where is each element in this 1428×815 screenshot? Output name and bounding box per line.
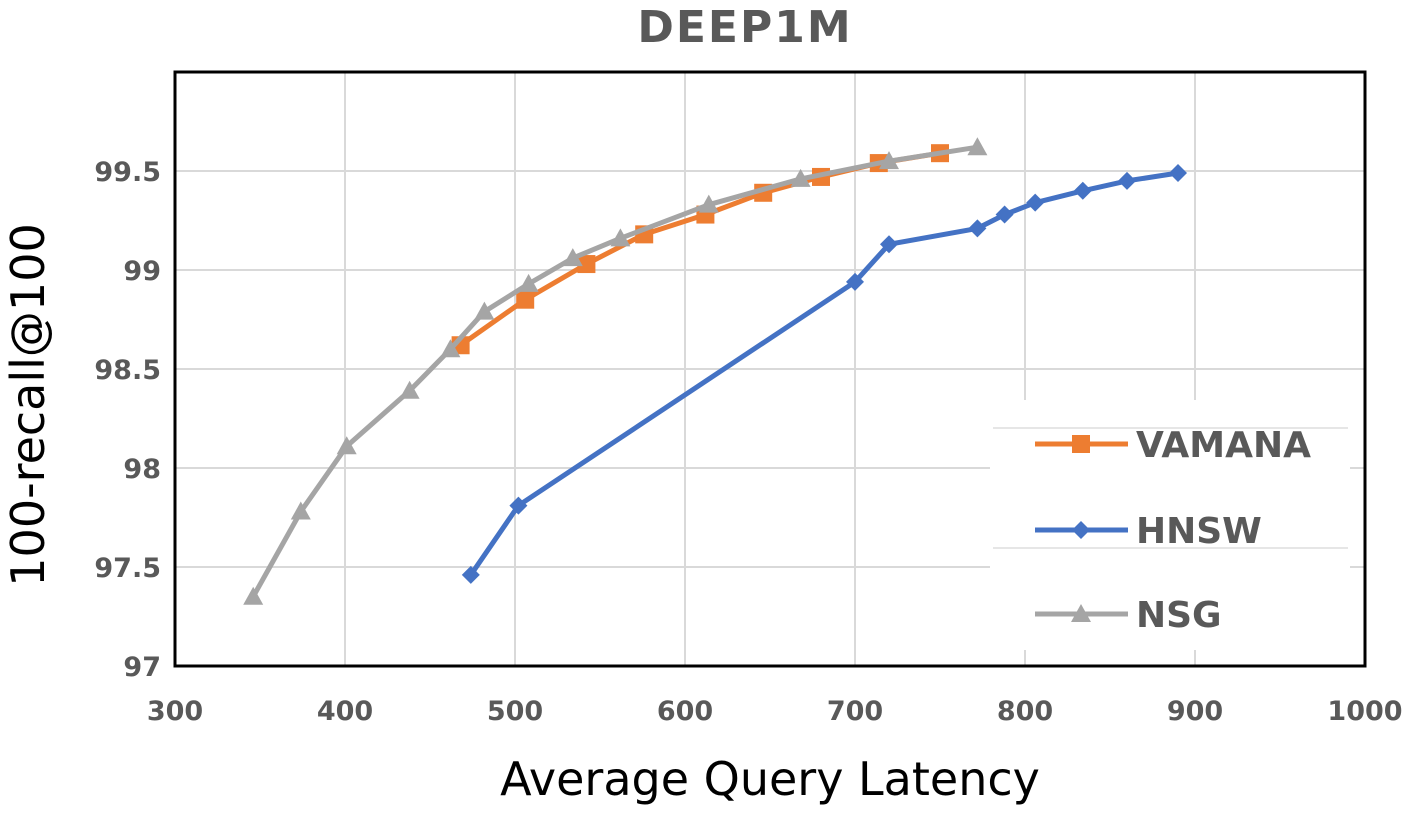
y-tick-label: 98.5 (94, 355, 161, 386)
data-point-nsg (879, 151, 899, 170)
data-point-nsg (698, 194, 719, 213)
series-line-hnsw (468, 170, 1179, 577)
legend-item-nsg: NSG (1035, 595, 1222, 636)
x-ticks: 300 400 500 600 700 800 900 1000 (147, 696, 1403, 727)
series-nsg (243, 137, 988, 605)
data-point-hnsw (1118, 171, 1136, 190)
data-point-hnsw (509, 496, 528, 515)
y-axis-label: 100-recall@100 (1, 223, 55, 586)
x-tick-label: 500 (487, 696, 543, 727)
data-point-hnsw (1073, 181, 1092, 200)
data-point-nsg (290, 501, 311, 520)
x-tick-label: 300 (147, 696, 203, 727)
legend: VAMANA HNSW NSG (990, 400, 1350, 650)
data-point-nsg (610, 228, 631, 247)
data-point-hnsw (1169, 163, 1187, 182)
data-point-hnsw (846, 272, 864, 291)
x-tick-label: 400 (317, 696, 373, 727)
data-point-nsg (562, 248, 583, 267)
data-point-hnsw (1026, 193, 1045, 212)
chart-title: DEEP1M (637, 2, 852, 53)
data-point-nsg (790, 168, 811, 187)
legend-label-vamana: VAMANA (1136, 425, 1311, 466)
legend-marker-vamana (1072, 435, 1090, 453)
data-point-nsg (967, 137, 988, 156)
series-layer (243, 137, 1187, 605)
x-tick-label: 1000 (1327, 696, 1402, 727)
data-point-vamana (577, 255, 596, 274)
y-tick-label: 99 (123, 256, 161, 287)
data-point-nsg (440, 339, 461, 358)
legend-label-hnsw: HNSW (1136, 511, 1262, 552)
series-line-nsg (251, 144, 978, 598)
series-hnsw (461, 163, 1187, 584)
data-point-nsg (474, 301, 495, 320)
x-tick-label: 900 (1167, 696, 1223, 727)
data-point-nsg (399, 380, 420, 399)
data-point-vamana (516, 290, 535, 309)
x-axis-label: Average Query Latency (500, 752, 1040, 806)
y-tick-label: 97.5 (94, 553, 161, 584)
plot-area-border (173, 70, 1367, 668)
data-point-hnsw (461, 565, 480, 584)
x-tick-label: 600 (657, 696, 713, 727)
legend-item-hnsw: HNSW (1035, 511, 1262, 552)
data-point-hnsw (995, 205, 1014, 224)
x-tick-label: 700 (827, 696, 883, 727)
data-point-hnsw (880, 235, 898, 254)
series-line-vamana (459, 150, 941, 348)
legend-item-vamana: VAMANA (1035, 425, 1311, 466)
legend-marker-hnsw (1072, 521, 1090, 539)
y-tick-label: 99.5 (94, 157, 161, 188)
y-ticks: 97 97.5 98 98.5 99 99.5 (94, 157, 161, 683)
data-point-nsg (336, 436, 357, 455)
data-point-nsg (518, 273, 539, 292)
legend-marker-nsg (1071, 604, 1091, 622)
legend-label-nsg: NSG (1136, 595, 1222, 636)
data-point-nsg (243, 586, 264, 605)
x-tick-label: 800 (997, 696, 1053, 727)
series-vamana (451, 144, 949, 355)
data-point-hnsw (968, 219, 987, 238)
y-tick-label: 98 (123, 454, 161, 485)
y-tick-label: 97 (123, 652, 161, 683)
